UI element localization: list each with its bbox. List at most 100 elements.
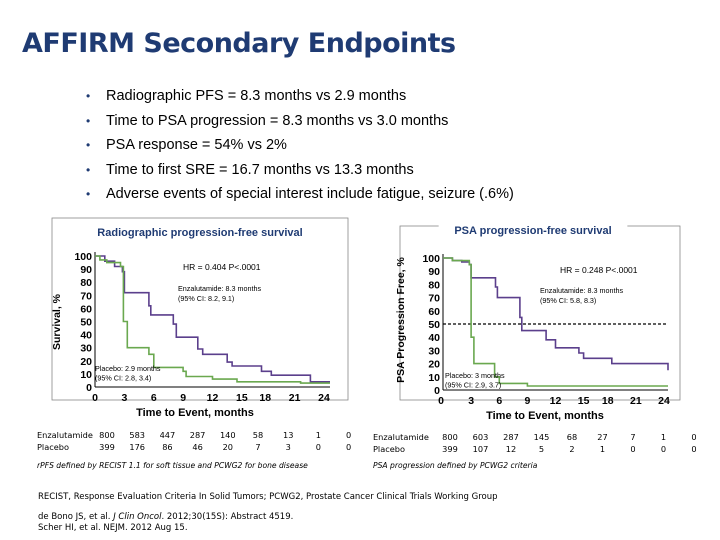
chart1-placebo-median-annotation: Placebo: 2.9 months xyxy=(95,364,161,373)
bullet-dot-icon: • xyxy=(86,187,91,201)
chart1-hazard-ratio-annotation: HR = 0.404 P<.0001 xyxy=(183,262,261,272)
chart2-at-risk-value: 1 xyxy=(600,444,605,454)
reference-1-authors: de Bono JS, et al. xyxy=(38,512,114,522)
chart2-at-risk-value: 0 xyxy=(691,432,696,442)
chart2-series-placebo xyxy=(443,257,668,387)
chart2-at-risk-value: 12 xyxy=(506,444,516,454)
chart1-y-tick-label: 100 xyxy=(74,251,92,263)
bullet-item: • Time to first SRE = 16.7 months vs 13.3… xyxy=(86,158,514,183)
bullet-item: • Time to PSA progression = 8.3 months vs… xyxy=(86,109,514,134)
chart2-at-risk-value: 603 xyxy=(473,432,489,442)
chart2-series-enzalutamide xyxy=(443,257,669,371)
chart2-placebo-ci-annotation: (95% CI: 2.9, 3.7) xyxy=(445,381,501,390)
chart1-title: Radiographic progression-free survival xyxy=(97,227,302,239)
chart1-at-risk-value: 800 xyxy=(99,430,115,440)
chart2-x-tick-label: 3 xyxy=(468,395,474,407)
reference-1: de Bono JS, et al. J Clin Oncol. 2012;30… xyxy=(38,512,293,523)
chart2-at-risk-row-label: Placebo xyxy=(373,444,405,454)
chart2-at-risk-value: 800 xyxy=(442,432,458,442)
bullet-dot-icon: • xyxy=(86,138,91,152)
chart2-x-tick-label: 0 xyxy=(438,395,444,407)
chart1-x-tick-label: 6 xyxy=(151,392,157,404)
chart1-enzalutamide-median-annotation: Enzalutamide: 8.3 months xyxy=(178,284,262,293)
chart1-x-tick-label: 18 xyxy=(259,392,271,404)
chart1-x-axis-label: Time to Event, months xyxy=(136,407,254,419)
bullet-text: Adverse events of special interest inclu… xyxy=(106,186,514,202)
chart1-y-tick-label: 10 xyxy=(80,369,92,381)
chart1-at-risk-row-label: Placebo xyxy=(37,442,69,452)
chart2-enzalutamide-ci-annotation: (95% CI: 5.8, 8.3) xyxy=(540,296,596,305)
chart2-x-tick-label: 21 xyxy=(630,395,642,407)
chart1-x-tick-label: 3 xyxy=(121,392,127,404)
chart1-y-tick-label: 90 xyxy=(80,264,92,276)
chart2-at-risk-value: 287 xyxy=(503,432,519,442)
chart2-x-tick-label: 18 xyxy=(602,395,614,407)
chart2-at-risk-value: 68 xyxy=(567,432,577,442)
chart1-series-enzalutamide xyxy=(95,255,330,383)
chart2-y-tick-label: 80 xyxy=(428,279,440,291)
chart2-x-tick-label: 6 xyxy=(496,395,502,407)
chart1-x-tick-label: 15 xyxy=(236,392,248,404)
chart1-y-tick-label: 80 xyxy=(80,277,92,289)
reference-2: Scher HI, et al. NEJM. 2012 Aug 15. xyxy=(38,523,188,533)
chart2-x-tick-label: 15 xyxy=(578,395,590,407)
chart2-y-tick-label: 100 xyxy=(422,253,440,265)
chart2-title: PSA progression-free survival xyxy=(454,225,611,237)
chart1-y-tick-label: 0 xyxy=(86,382,92,394)
chart1-at-risk-value: 176 xyxy=(129,442,145,452)
chart1-frame xyxy=(51,217,349,401)
chart1-at-risk-value: 583 xyxy=(129,430,145,440)
chart1-y-axis-label: Survival, % xyxy=(51,293,63,350)
chart2-y-tick-label: 40 xyxy=(428,332,440,344)
chart2-at-risk-value: 0 xyxy=(630,444,635,454)
chart2-x-tick-label: 12 xyxy=(550,395,562,407)
bullet-text: Time to PSA progression = 8.3 months vs … xyxy=(106,112,449,129)
chart1-at-risk-value: 1 xyxy=(316,430,321,440)
chart1-at-risk-value: 46 xyxy=(192,442,202,452)
chart1-at-risk-value: 0 xyxy=(346,442,351,452)
chart2-y-tick-label: 20 xyxy=(428,359,440,371)
chart1-at-risk-value: 287 xyxy=(190,430,206,440)
chart2-y-tick-label: 0 xyxy=(434,385,440,397)
chart1-at-risk-value: 140 xyxy=(220,430,236,440)
chart2-definition-note: PSA progression defined by PCWG2 criteri… xyxy=(373,461,538,470)
chart2-y-tick-label: 60 xyxy=(428,306,440,318)
chart1-x-tick-label: 24 xyxy=(318,392,330,404)
chart2-x-tick-label: 9 xyxy=(524,395,530,407)
chart2-at-risk-value: 145 xyxy=(534,432,550,442)
chart1-at-risk-value: 86 xyxy=(162,442,172,452)
chart1-at-risk-value: 58 xyxy=(253,430,263,440)
slide-title: AFFIRM Secondary Endpoints xyxy=(22,28,456,59)
chart1-at-risk-value: 13 xyxy=(283,430,293,440)
bullet-dot-icon: • xyxy=(86,113,91,128)
reference-1-journal: J Clin Oncol xyxy=(113,512,162,522)
chart1-y-tick-label: 20 xyxy=(80,356,92,368)
chart1-y-tick-label: 30 xyxy=(80,343,92,355)
chart2-at-risk-value: 27 xyxy=(597,432,607,442)
chart2-at-risk-value: 2 xyxy=(569,444,574,454)
chart1-at-risk-value: 399 xyxy=(99,442,115,452)
chart2-x-axis-label: Time to Event, months xyxy=(486,410,604,422)
bullet-dot-icon: • xyxy=(86,162,91,177)
chart1-at-risk-value: 7 xyxy=(255,442,260,452)
chart1-title-bg xyxy=(77,225,323,239)
chart1-x-tick-label: 12 xyxy=(207,392,219,404)
chart2-y-tick-label: 10 xyxy=(428,372,440,384)
chart1-definition-note: rPFS defined by RECIST 1.1 for soft tiss… xyxy=(37,461,308,470)
chart1-x-tick-label: 0 xyxy=(92,392,98,404)
chart2-enzalutamide-median-annotation: Enzalutamide: 8.3 months xyxy=(540,286,624,295)
chart1-x-tick-label: 21 xyxy=(289,392,301,404)
chart2-at-risk-value: 107 xyxy=(473,444,489,454)
chart1-x-tick-label: 9 xyxy=(180,392,186,404)
chart1-at-risk-row-label: Enzalutamide xyxy=(37,430,93,440)
chart2-y-axis-label: PSA Progression Free, % xyxy=(395,257,407,383)
chart2-at-risk-value: 399 xyxy=(442,444,458,454)
chart2-y-tick-label: 70 xyxy=(428,293,440,305)
chart2-at-risk-row-label: Enzalutamide xyxy=(373,432,429,442)
chart1-at-risk-value: 0 xyxy=(316,442,321,452)
chart1-at-risk-value: 447 xyxy=(160,430,176,440)
chart1-y-tick-label: 60 xyxy=(80,303,92,315)
chart1-y-tick-label: 50 xyxy=(80,317,92,329)
chart2-at-risk-value: 7 xyxy=(630,432,635,442)
bullet-item: • Adverse events of special interest incl… xyxy=(86,182,514,207)
